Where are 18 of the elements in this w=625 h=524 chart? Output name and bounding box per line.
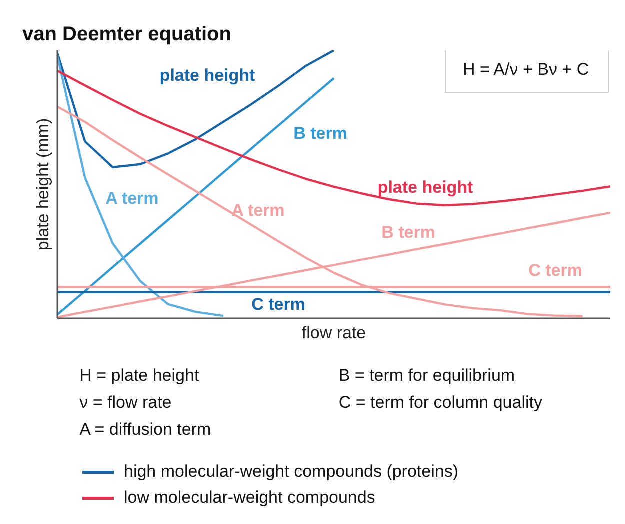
annotation: H = A/ν + Bν + C [462, 60, 590, 79]
text: A = diffusion term [80, 420, 212, 439]
chart-title: van Deemter equation [22, 24, 232, 46]
text: low molecular-weight compounds [124, 488, 376, 508]
series-label: B term [294, 124, 348, 143]
series-label: A term [106, 189, 159, 208]
series-label: C term [528, 261, 582, 280]
series-label: plate height [160, 66, 256, 85]
text: C = term for column quality [338, 393, 543, 412]
y-axis-title: plate height (mm) [34, 118, 52, 251]
x-axis-title: flow rate [302, 324, 366, 342]
series-label: plate height [378, 178, 474, 197]
series-label: C term [252, 295, 306, 314]
text: H = plate height [80, 366, 200, 385]
series-label: B term [382, 223, 436, 242]
text: ν = flow rate [80, 393, 172, 412]
text: B = term for equilibrium [338, 366, 516, 385]
text: high molecular-weight compounds (proteins) [124, 462, 458, 482]
